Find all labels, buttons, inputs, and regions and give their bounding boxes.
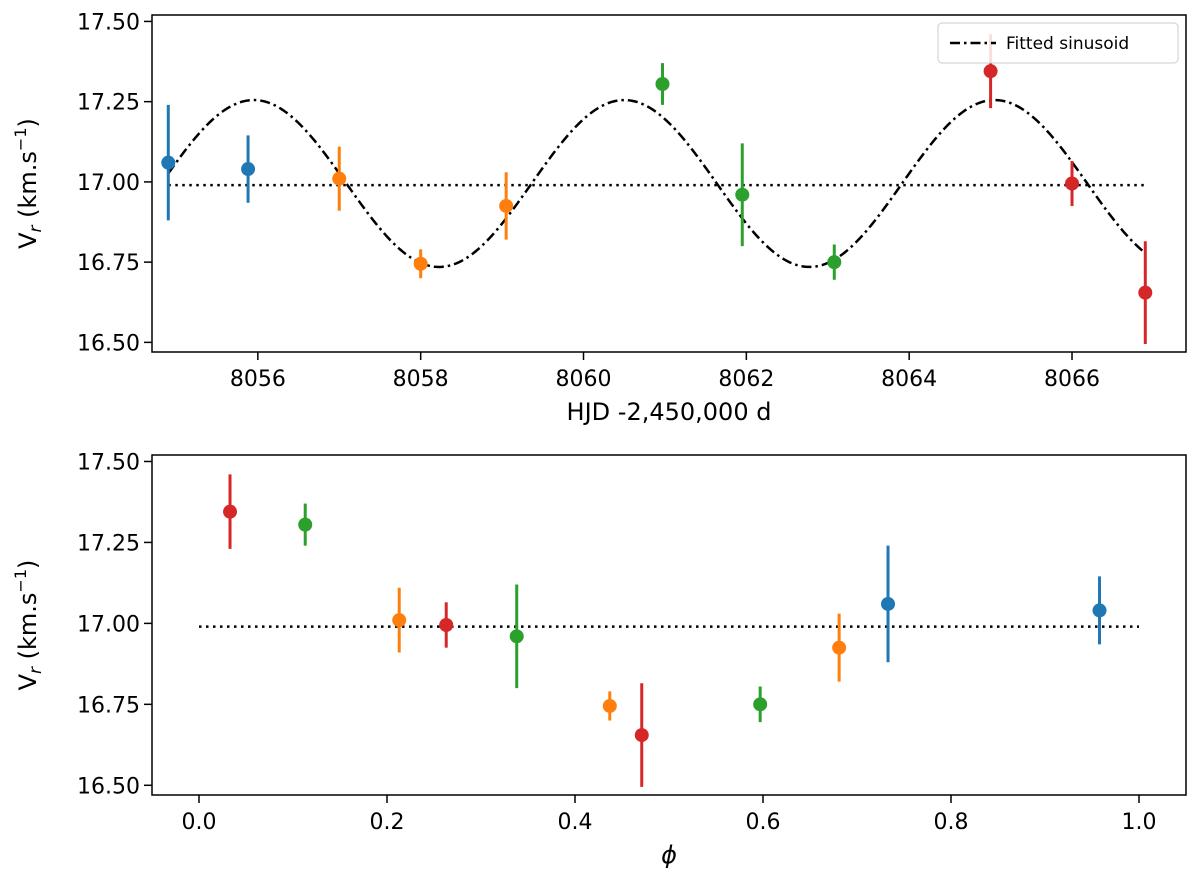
data-point [735,187,750,202]
data-point [499,198,514,213]
y-tick-label: 16.50 [77,774,140,799]
data-point [161,155,176,170]
x-tick-label: 8062 [718,367,774,392]
data-point [1092,603,1107,618]
y-tick-label: 16.50 [77,331,140,356]
data-point [634,728,649,743]
data-point [827,255,842,270]
data-point [602,698,617,713]
legend-box [937,22,1179,64]
axes-frame [151,14,1187,353]
x-axis-label: ϕ [661,841,677,869]
x-tick-label: 1.0 [1122,810,1157,835]
x-tick-label: 0.4 [558,810,593,835]
y-tick-label: 16.75 [77,693,140,718]
y-axis-label: Vr (km.s−1) [11,560,46,691]
top-panel-time-series: 16.50 16.75 17.00 17.25 17.50 8056 8058 8060 806… [11,10,1187,426]
y-tick-label: 17.25 [77,531,140,556]
y-tick-label: 17.50 [77,450,140,475]
data-point [753,697,768,712]
y-tick-label: 16.75 [77,251,140,276]
data-point [332,171,347,186]
data-point [983,64,998,79]
x-tick-label: 0.6 [746,810,781,835]
data-point [298,517,313,532]
bottom-panel-phase-folded: 16.50 16.75 17.00 17.25 17.50 0.0 0.2 0.4 0.6 0.8… [11,450,1187,869]
y-tick-label: 17.25 [77,91,140,116]
data-point [241,162,256,177]
x-axis-label: HJD -2,450,000 d [567,398,772,426]
y-tick-label: 17.00 [77,171,140,196]
x-tick-label: 0.2 [370,810,405,835]
data-point [832,640,847,655]
legend: Fitted sinusoid [937,22,1179,64]
x-tick-label: 0.0 [182,810,217,835]
data-point [439,618,454,632]
x-tick-label: 8060 [556,367,612,392]
data-point [655,77,670,92]
axes-frame [151,454,1187,796]
data-point [392,613,407,628]
x-tick-label: 8066 [1044,367,1100,392]
x-tick-label: 0.8 [934,810,969,835]
legend-label: Fitted sinusoid [1006,34,1129,54]
data-point [881,596,896,611]
x-tick-label: 8056 [230,367,286,392]
data-point [1065,176,1080,191]
data-point [223,504,238,519]
y-axis-label: Vr (km.s−1) [11,118,46,249]
y-tick-label: 17.00 [77,612,140,637]
x-tick-label: 8058 [393,367,449,392]
data-point [413,256,428,271]
y-tick-label: 17.50 [77,10,140,35]
fitted-sinusoid-line [167,98,1147,269]
data-point [1138,285,1153,300]
data-point [509,629,524,644]
x-tick-label: 8064 [881,367,937,392]
